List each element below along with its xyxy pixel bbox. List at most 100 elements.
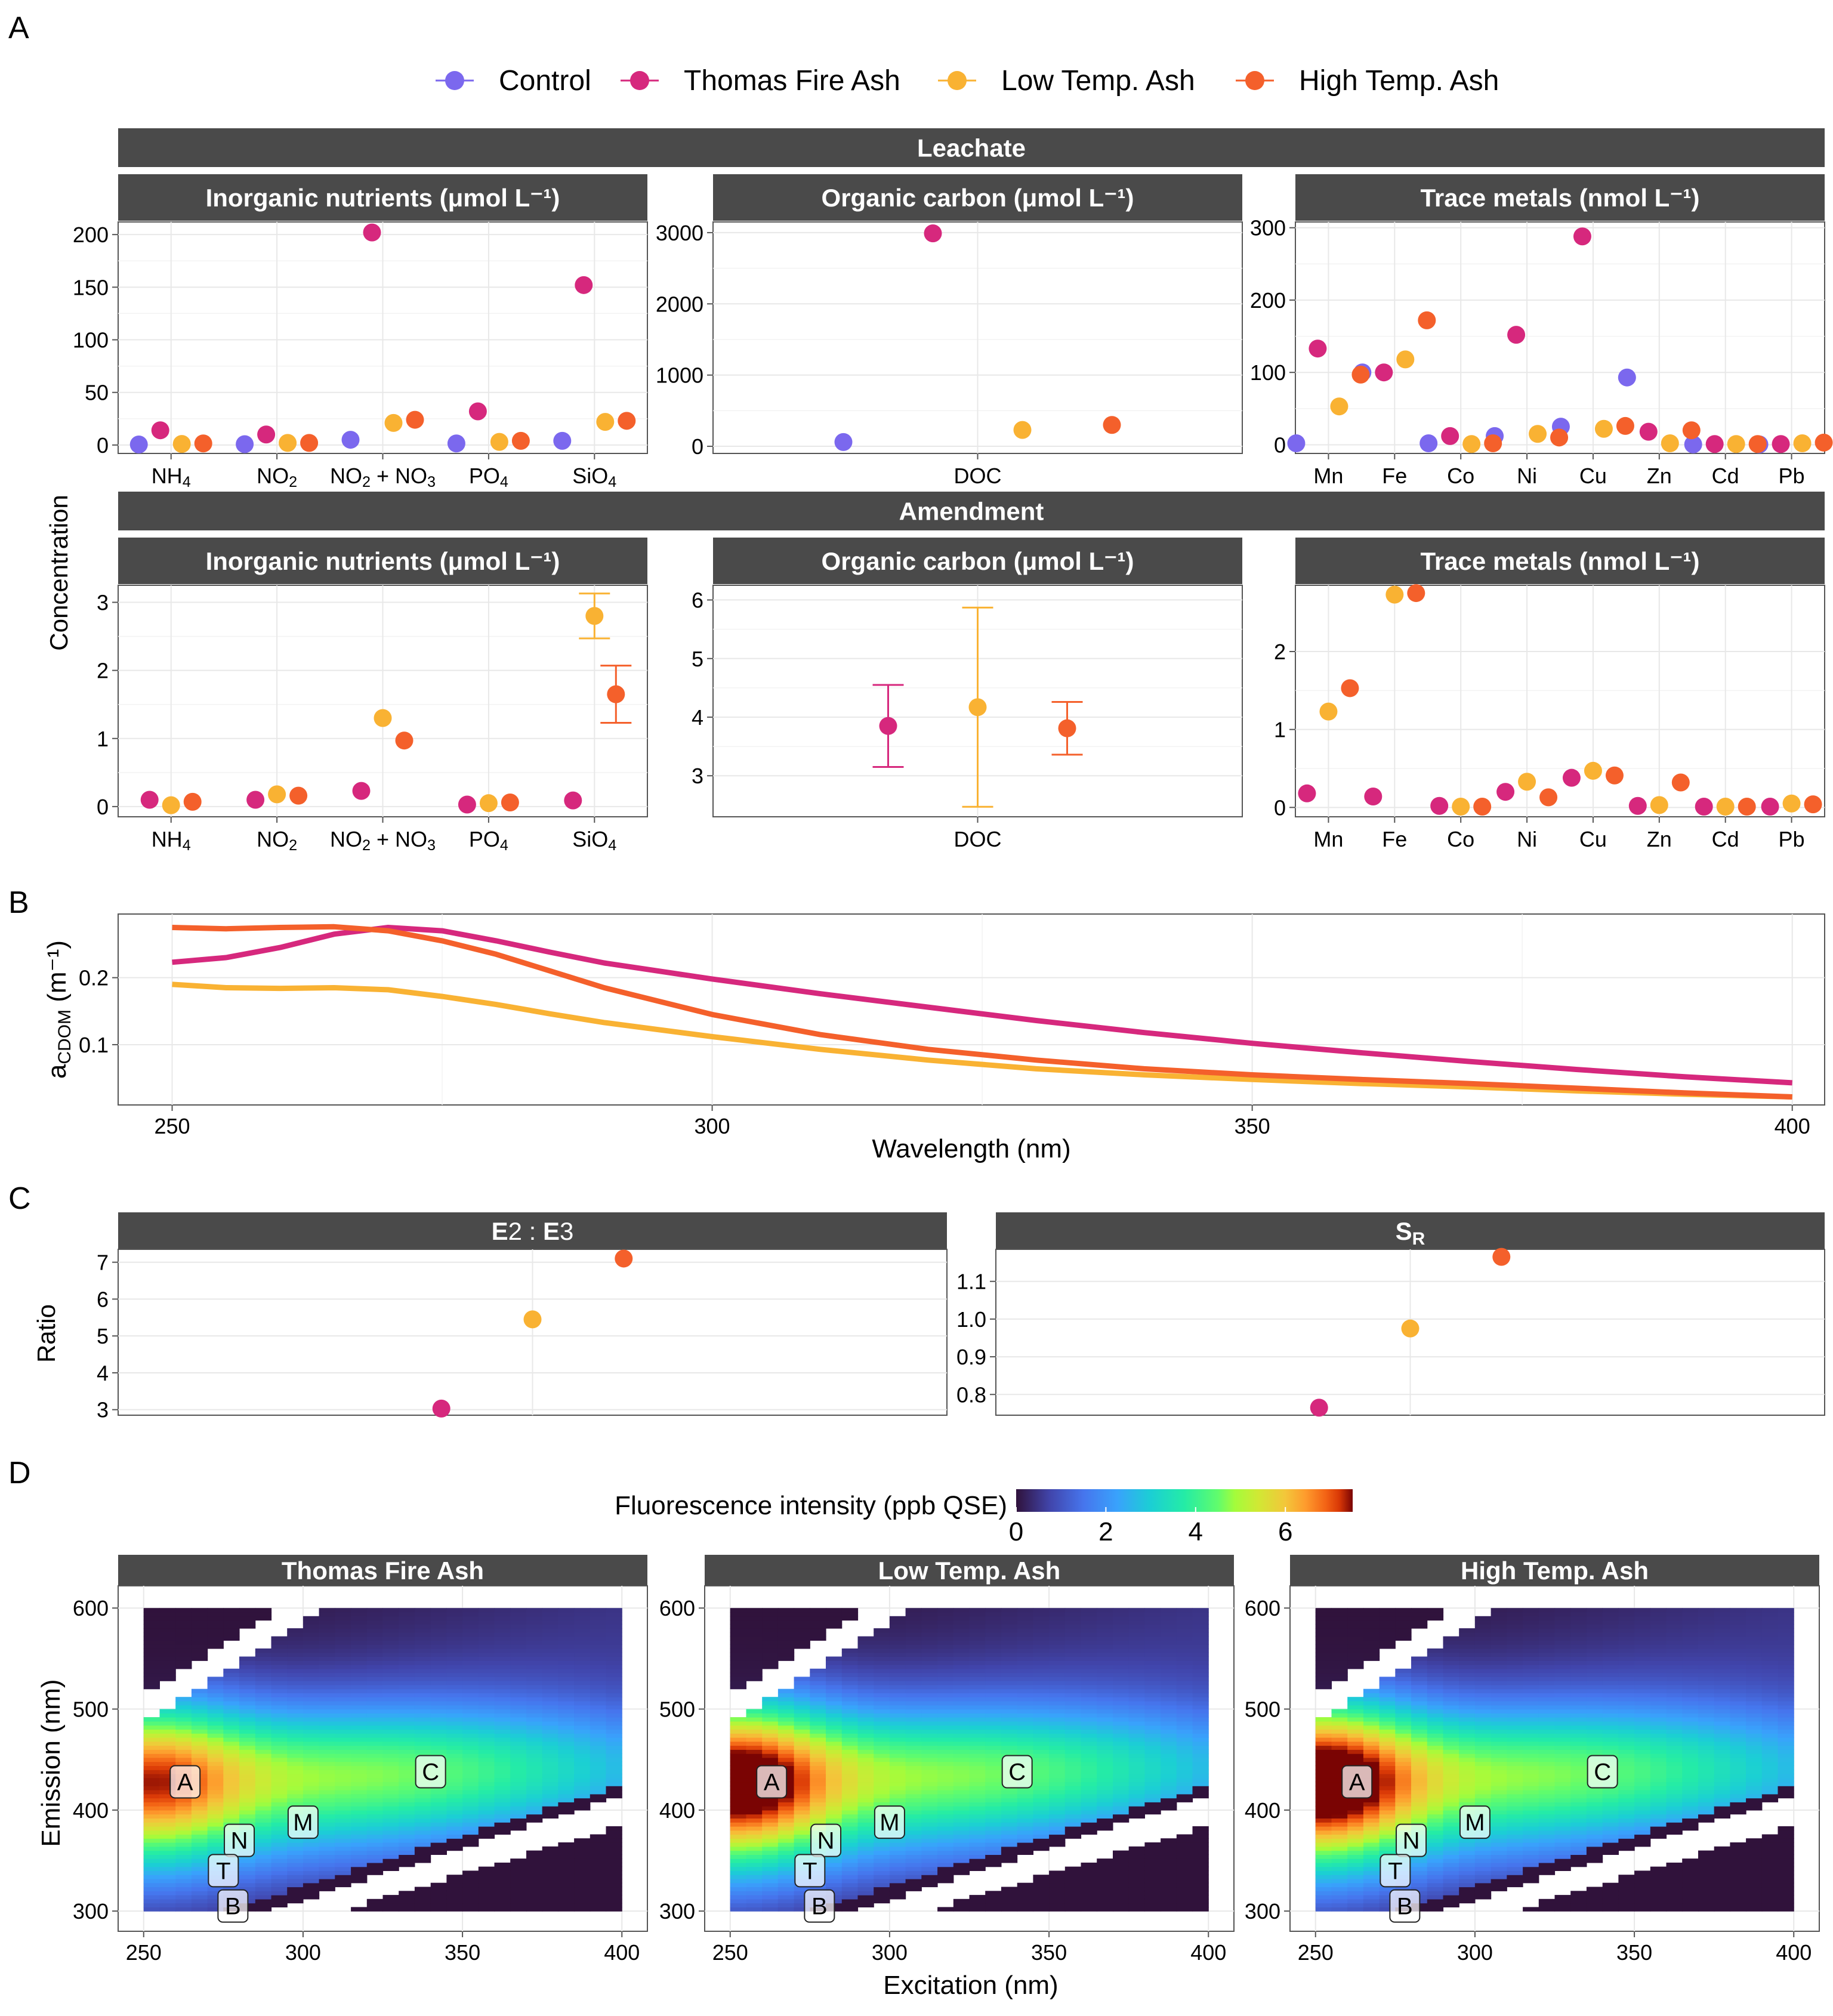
heatmap-cell <box>255 1737 272 1742</box>
heatmap-cell <box>1363 1688 1380 1694</box>
heatmap-cell <box>1097 1725 1113 1730</box>
heatmap-cell <box>446 1660 463 1665</box>
colorbar-tick-label: 6 <box>1278 1517 1292 1546</box>
heatmap-cell <box>366 1668 384 1674</box>
heatmap-cell <box>985 1665 1002 1669</box>
heatmap-cell <box>1033 1882 1050 1888</box>
heatmap-cell <box>921 1737 938 1742</box>
heatmap-cell <box>239 1749 256 1754</box>
heatmap-cell <box>478 1733 495 1738</box>
heatmap-cell <box>303 1757 320 1762</box>
data-point <box>1492 1248 1511 1266</box>
heatmap-cell <box>857 1636 874 1641</box>
heatmap-cell <box>1161 1729 1177 1734</box>
heatmap-cell <box>478 1773 495 1779</box>
heatmap-cell <box>746 1636 763 1641</box>
heatmap-cell <box>526 1656 543 1661</box>
heatmap-cell <box>175 1850 192 1855</box>
heatmap-cell <box>985 1806 1002 1811</box>
heatmap-cell <box>1128 1616 1145 1621</box>
heatmap-cell <box>1033 1887 1050 1891</box>
heatmap-cell <box>953 1616 970 1621</box>
heatmap-cell <box>777 1616 795 1621</box>
heatmap-cell <box>399 1786 415 1790</box>
heatmap-cell <box>526 1782 543 1786</box>
heatmap-cell <box>857 1665 874 1669</box>
heatmap-cell <box>857 1648 874 1653</box>
heatmap-cell <box>1017 1749 1033 1754</box>
heatmap-cell <box>730 1858 746 1863</box>
heatmap-cell <box>1192 1644 1209 1649</box>
heatmap-cell <box>207 1793 224 1799</box>
heatmap-cell <box>175 1806 192 1811</box>
heatmap-cell <box>526 1875 543 1879</box>
heatmap-cell <box>985 1814 1002 1819</box>
heatmap-cell <box>446 1834 463 1839</box>
heatmap-cell <box>303 1790 320 1795</box>
heatmap-cell <box>874 1753 890 1758</box>
heatmap-cell <box>953 1672 970 1677</box>
heatmap-cell <box>1128 1725 1145 1730</box>
heatmap-cell <box>239 1802 256 1807</box>
heatmap-cell <box>857 1672 874 1677</box>
heatmap-cell <box>1113 1640 1130 1645</box>
heatmap-cell <box>1176 1688 1193 1694</box>
heatmap-cell <box>1144 1636 1161 1641</box>
heatmap-cell <box>937 1745 954 1750</box>
heatmap-cell <box>478 1652 495 1657</box>
facet-strip <box>118 174 647 221</box>
heatmap-cell <box>590 1668 607 1674</box>
heatmap-cell <box>1097 1907 1113 1912</box>
heatmap-cell <box>762 1830 779 1835</box>
heatmap-cell <box>969 1648 986 1653</box>
heatmap-cell <box>746 1854 763 1859</box>
heatmap-cell <box>1001 1721 1018 1726</box>
data-point <box>1309 339 1327 358</box>
heatmap-cell <box>191 1882 208 1888</box>
heatmap-cell <box>446 1648 463 1653</box>
heatmap-cell <box>762 1608 779 1613</box>
heatmap-cell <box>905 1709 922 1714</box>
heatmap-cell <box>1331 1717 1348 1722</box>
heatmap-cell <box>175 1822 192 1827</box>
heatmap-cell <box>399 1818 415 1823</box>
heatmap-cell <box>494 1891 511 1895</box>
heatmap-cell <box>826 1713 843 1718</box>
heatmap-cell <box>1128 1713 1145 1718</box>
heatmap-cell <box>1049 1898 1066 1904</box>
heatmap-cell <box>953 1721 970 1726</box>
heatmap-cell <box>287 1693 304 1697</box>
heatmap-cell <box>985 1782 1002 1786</box>
heatmap-cell <box>857 1693 874 1697</box>
heatmap-cell <box>985 1733 1002 1738</box>
heatmap-cell <box>590 1786 607 1790</box>
heatmap-cell <box>510 1741 527 1746</box>
heatmap-cell <box>159 1725 176 1730</box>
heatmap-cell <box>590 1688 607 1694</box>
heatmap-cell <box>730 1842 746 1847</box>
heatmap-cell <box>1161 1640 1177 1645</box>
heatmap-cell <box>414 1608 431 1613</box>
data-point <box>1441 427 1459 445</box>
heatmap-cell <box>985 1632 1002 1637</box>
heatmap-cell <box>143 1826 160 1831</box>
heatmap-cell <box>777 1741 795 1746</box>
heatmap-cell <box>874 1862 890 1867</box>
heatmap-cell <box>1192 1628 1209 1633</box>
data-point <box>1473 798 1492 816</box>
data-point <box>1287 434 1306 453</box>
heatmap-cell <box>191 1737 208 1742</box>
heatmap-cell <box>953 1640 970 1645</box>
heatmap-cell <box>1363 1866 1380 1871</box>
heatmap-cell <box>430 1725 447 1730</box>
heatmap-cell <box>287 1866 304 1871</box>
heatmap-cell <box>874 1802 890 1807</box>
heatmap-cell <box>826 1729 843 1734</box>
heatmap-cell <box>841 1882 859 1888</box>
heatmap-cell <box>207 1709 224 1714</box>
heatmap-cell <box>366 1721 384 1726</box>
heatmap-cell <box>287 1640 304 1645</box>
heatmap-cell <box>921 1713 938 1718</box>
y-axis-label-sub: CDOM <box>55 1009 75 1064</box>
heatmap-cell <box>889 1640 906 1645</box>
